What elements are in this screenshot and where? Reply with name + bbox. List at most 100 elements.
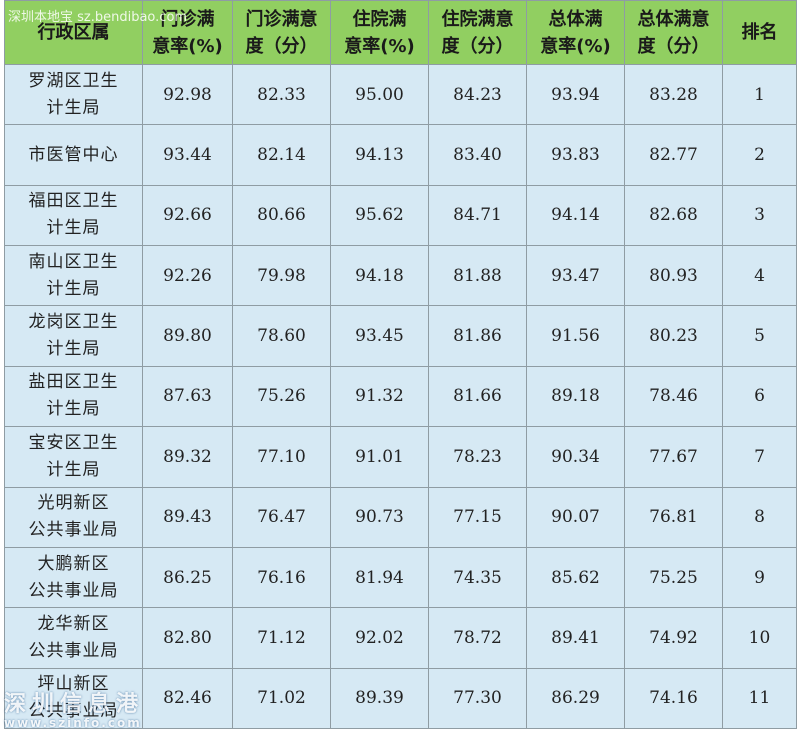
inpatient-score-cell: 78.72	[428, 607, 527, 669]
inpatient-score-cell: 74.35	[428, 546, 527, 609]
district-name-line: 公共事业局	[28, 701, 119, 722]
overall-score-cell: 76.81	[624, 486, 723, 548]
table-row: 盐田区卫生 计生局 87.63 75.26 91.32 81.66 89.18 78.46 6	[4, 365, 797, 428]
overall-rate-cell: 93.47	[526, 245, 625, 307]
table-body: 罗湖区卫生 计生局 92.98 82.33 95.00 84.23 93.94 83.28 1 市…	[4, 63, 797, 730]
district-name-line: 宝安区卫生	[28, 432, 119, 453]
overall-rate-cell: 94.14	[526, 184, 625, 247]
district-name-line: 福田区卫生	[28, 191, 119, 212]
overall-score-cell: 83.28	[624, 63, 723, 126]
rank-cell: 7	[722, 426, 797, 488]
inpatient-rate-cell: 89.39	[330, 667, 429, 730]
inpatient-rate-cell: 94.18	[330, 245, 429, 307]
district-cell: 市医管中心	[4, 124, 143, 186]
rank-cell: 6	[722, 365, 797, 428]
district-name-line: 计生局	[46, 278, 101, 299]
header-line: 总体满	[548, 8, 603, 30]
header-overall-rate: 总体满 意率(%)	[526, 0, 625, 65]
header-district: 行政区属	[4, 0, 143, 65]
inpatient-rate-cell: 93.45	[330, 305, 429, 367]
header-line: 意率(%)	[344, 35, 415, 57]
outpatient-rate-cell: 89.43	[142, 486, 233, 548]
overall-rate-cell: 86.29	[526, 667, 625, 730]
header-line: 门诊满意	[245, 8, 318, 30]
overall-score-cell: 78.46	[624, 365, 723, 428]
overall-score-cell: 77.67	[624, 426, 723, 488]
district-cell: 坪山新区 公共事业局	[4, 667, 143, 730]
outpatient-rate-cell: 93.44	[142, 124, 233, 186]
inpatient-score-cell: 77.30	[428, 667, 527, 730]
inpatient-score-cell: 84.71	[428, 184, 527, 247]
district-name-line: 龙华新区	[37, 613, 110, 634]
district-cell: 大鹏新区 公共事业局	[4, 546, 143, 609]
rank-cell: 3	[722, 184, 797, 247]
header-line: 门诊满	[160, 8, 215, 30]
rank-cell: 9	[722, 546, 797, 609]
district-name-line: 公共事业局	[28, 520, 119, 541]
inpatient-rate-cell: 95.62	[330, 184, 429, 247]
overall-score-cell: 75.25	[624, 546, 723, 609]
inpatient-rate-cell: 91.32	[330, 365, 429, 428]
overall-rate-cell: 93.94	[526, 63, 625, 126]
satisfaction-table: 行政区属 门诊满 意率(%) 门诊满意 度（分） 住院满 意率(%) 住院满意 度（分） 总体满意…	[4, 0, 797, 730]
overall-rate-cell: 89.18	[526, 365, 625, 428]
district-cell: 龙华新区 公共事业局	[4, 607, 143, 669]
header-line: 总体满意	[637, 8, 710, 30]
district-name-line: 计生局	[46, 97, 101, 118]
overall-score-cell: 74.16	[624, 667, 723, 730]
overall-score-cell: 80.93	[624, 245, 723, 307]
overall-rate-cell: 90.07	[526, 486, 625, 548]
header-line: 行政区属	[37, 22, 110, 43]
table-row: 罗湖区卫生 计生局 92.98 82.33 95.00 84.23 93.94 83.28 1	[4, 63, 797, 126]
header-line: 住院满意	[441, 8, 514, 30]
inpatient-score-cell: 81.88	[428, 245, 527, 307]
overall-score-cell: 82.68	[624, 184, 723, 247]
inpatient-score-cell: 81.66	[428, 365, 527, 428]
table-row: 龙岗区卫生 计生局 89.80 78.60 93.45 81.86 91.56 80.23 5	[4, 305, 797, 367]
district-cell: 福田区卫生 计生局	[4, 184, 143, 247]
outpatient-rate-cell: 82.80	[142, 607, 233, 669]
outpatient-rate-cell: 86.25	[142, 546, 233, 609]
outpatient-score-cell: 80.66	[232, 184, 331, 247]
district-name-line: 公共事业局	[28, 640, 119, 661]
table-row: 龙华新区 公共事业局 82.80 71.12 92.02 78.72 89.41 74.92 1…	[4, 607, 797, 669]
header-inpatient-score: 住院满意 度（分）	[428, 0, 527, 65]
header-inpatient-rate: 住院满 意率(%)	[330, 0, 429, 65]
header-line: 度（分）	[637, 35, 710, 57]
inpatient-rate-cell: 91.01	[330, 426, 429, 488]
outpatient-score-cell: 76.47	[232, 486, 331, 548]
outpatient-rate-cell: 89.32	[142, 426, 233, 488]
table-row: 光明新区 公共事业局 89.43 76.47 90.73 77.15 90.07 76.81 8	[4, 486, 797, 548]
overall-score-cell: 80.23	[624, 305, 723, 367]
outpatient-rate-cell: 87.63	[142, 365, 233, 428]
header-line: 排名	[741, 22, 778, 43]
district-cell: 盐田区卫生 计生局	[4, 365, 143, 428]
district-cell: 龙岗区卫生 计生局	[4, 305, 143, 367]
district-cell: 南山区卫生 计生局	[4, 245, 143, 307]
header-overall-score: 总体满意度（分）	[624, 0, 723, 65]
inpatient-rate-cell: 95.00	[330, 63, 429, 126]
district-name-line: 大鹏新区	[37, 553, 110, 574]
rank-cell: 10	[722, 607, 797, 669]
header-rank: 排名	[722, 0, 797, 65]
header-line: 度（分）	[245, 35, 318, 57]
inpatient-score-cell: 84.23	[428, 63, 527, 126]
rank-cell: 1	[722, 63, 797, 126]
outpatient-score-cell: 79.98	[232, 245, 331, 307]
district-name-line: 计生局	[46, 399, 101, 420]
outpatient-rate-cell: 92.66	[142, 184, 233, 247]
district-name-line: 公共事业局	[28, 580, 119, 601]
overall-rate-cell: 93.83	[526, 124, 625, 186]
inpatient-rate-cell: 94.13	[330, 124, 429, 186]
rank-cell: 8	[722, 486, 797, 548]
district-name-line: 南山区卫生	[28, 251, 119, 272]
outpatient-rate-cell: 82.46	[142, 667, 233, 730]
inpatient-rate-cell: 81.94	[330, 546, 429, 609]
district-name-line: 罗湖区卫生	[28, 70, 119, 91]
header-row: 行政区属 门诊满 意率(%) 门诊满意 度（分） 住院满 意率(%) 住院满意 度（分） 总体满意…	[4, 0, 797, 65]
district-name-line: 计生局	[46, 459, 101, 480]
table-row: 市医管中心 93.44 82.14 94.13 83.40 93.83 82.77 2	[4, 124, 797, 186]
table-row: 大鹏新区 公共事业局 86.25 76.16 81.94 74.35 85.62 75.25 9	[4, 546, 797, 609]
table-row: 南山区卫生 计生局 92.26 79.98 94.18 81.88 93.47 80.93 4	[4, 245, 797, 307]
inpatient-score-cell: 81.86	[428, 305, 527, 367]
